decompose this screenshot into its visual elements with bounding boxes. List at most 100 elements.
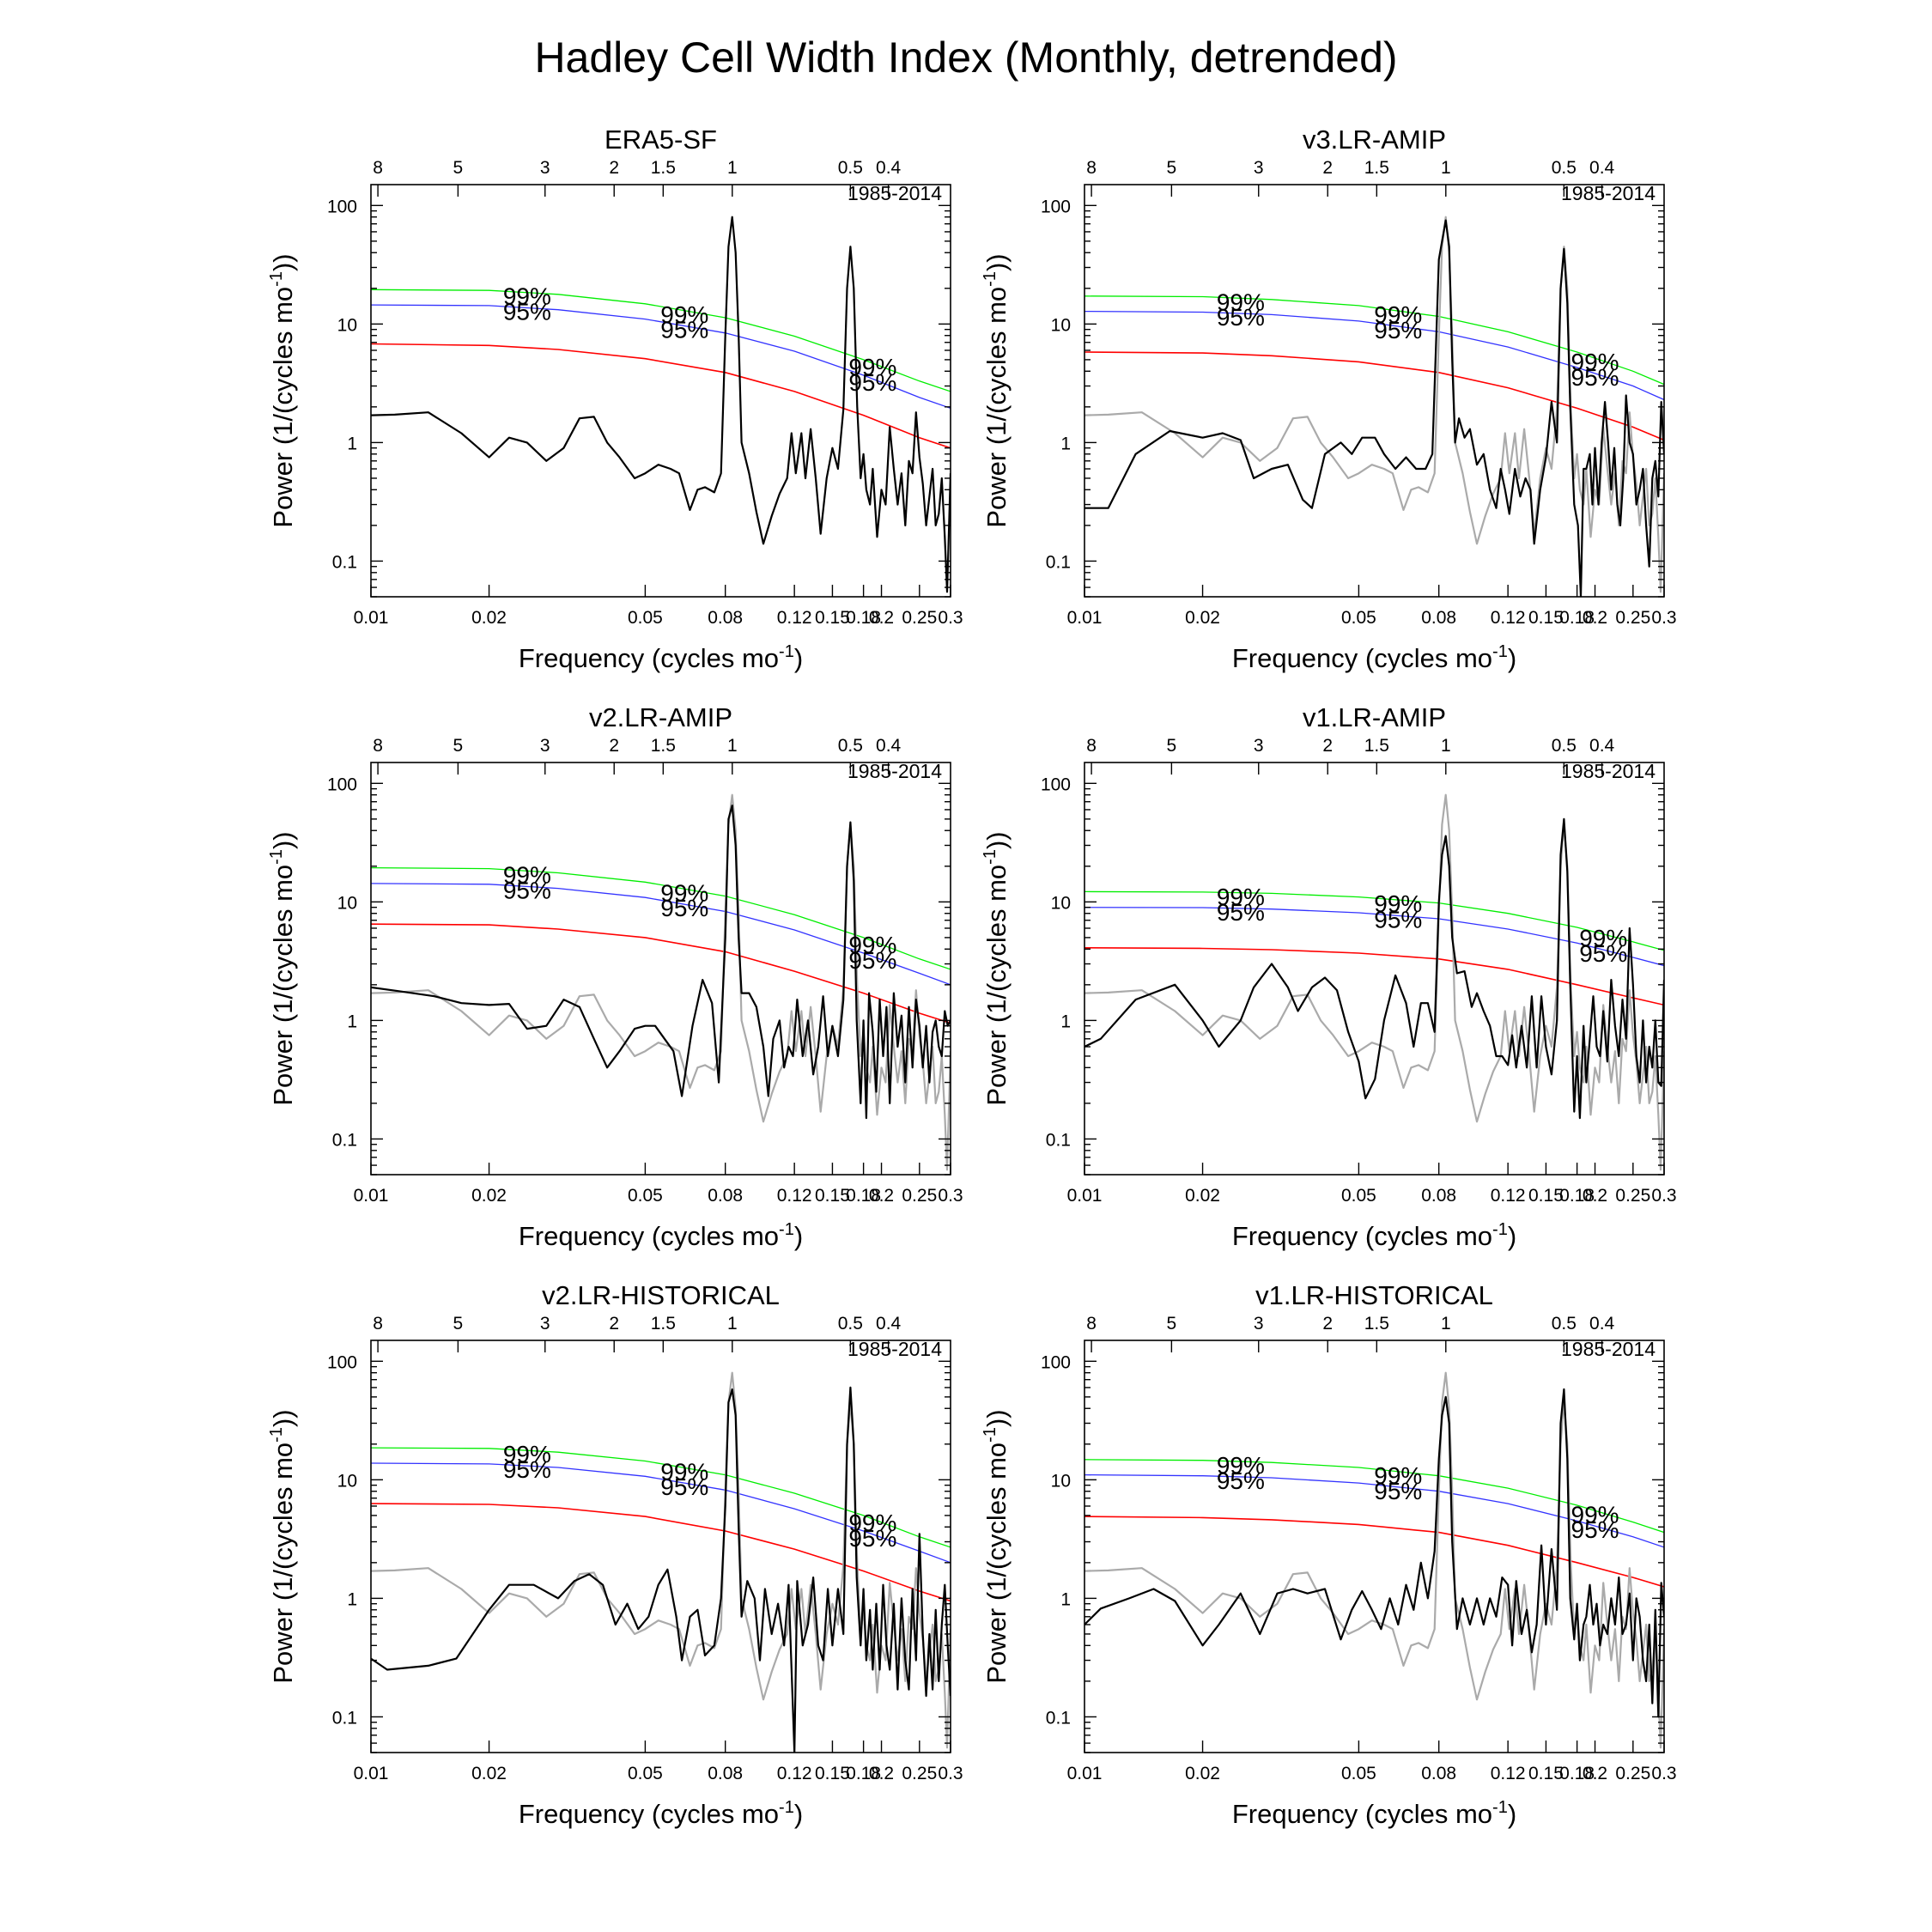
p99-label: 99% [660, 301, 708, 328]
top-tick-label: 0.4 [1589, 1314, 1615, 1334]
panel-title: ERA5-SF [605, 125, 717, 155]
top-tick-label: 0.5 [838, 1314, 863, 1334]
data-layer [371, 793, 951, 1171]
period-label: 1985-2014 [1561, 182, 1656, 204]
y-tick-label: 1 [1060, 1589, 1071, 1609]
x-tick-label: 0.3 [938, 608, 963, 628]
top-tick-label: 5 [1167, 736, 1177, 756]
x-tick-label: 0.25 [902, 608, 937, 628]
p99-label: 99% [503, 283, 551, 310]
period-label: 1985-2014 [848, 760, 942, 782]
x-tick-label: 0.08 [708, 1764, 743, 1783]
y-axis-label: Power (1/(cycles mo-1)) [981, 253, 1012, 527]
x-tick-label: 0.02 [1185, 1764, 1220, 1783]
panel-title: v3.LR-AMIP [1303, 125, 1446, 155]
top-tick-label: 8 [1086, 736, 1097, 756]
top-tick-label: 0.4 [1589, 158, 1615, 178]
y-tick-label: 1 [1060, 434, 1071, 453]
x-tick-label: 0.2 [1583, 1186, 1607, 1206]
p95-label: 95% [503, 877, 551, 903]
y-axis-label: Power (1/(cycles mo-1)) [267, 1409, 298, 1683]
spectrum-line [1084, 817, 1664, 1120]
x-tick-label: 0.02 [1185, 1186, 1220, 1206]
x-tick-label: 0.02 [471, 1764, 507, 1783]
x-tick-label: 0.3 [938, 1764, 963, 1783]
x-tick-label: 0.05 [628, 1764, 663, 1783]
p99-label: 99% [660, 1458, 708, 1485]
y-tick-label: 1 [347, 434, 357, 453]
top-tick-label: 2 [1322, 1314, 1333, 1334]
top-tick-label: 2 [609, 1314, 619, 1334]
top-tick-label: 5 [453, 736, 464, 756]
x-tick-label: 0.3 [1651, 1764, 1676, 1783]
p95-label: 95% [1217, 1467, 1265, 1494]
top-tick-label: 1 [1441, 158, 1451, 178]
y-tick-label: 100 [327, 775, 357, 794]
p95-label: 95% [503, 299, 551, 325]
x-tick-label: 0.2 [869, 608, 894, 628]
chart-panel: 99% 95% 99% 95% 99% 95% 0.1 1 10 100 0.01 0.02 0.05 0… [947, 1272, 1690, 1868]
y-tick-label: 1 [347, 1012, 357, 1031]
x-tick-label: 0.05 [1341, 1186, 1376, 1206]
top-tick-label: 2 [609, 736, 619, 756]
top-tick-label: 5 [1167, 158, 1177, 178]
top-tick-label: 8 [373, 158, 383, 178]
red-noise-curve [1084, 947, 1664, 1006]
top-tick-label: 8 [373, 736, 383, 756]
x-tick-label: 0.05 [1341, 1764, 1376, 1783]
p95-label: 95% [1217, 304, 1265, 331]
top-tick-label: 2 [1322, 158, 1333, 178]
p99-label: 99% [503, 861, 551, 888]
plot-frame [1084, 762, 1665, 1176]
red-noise-curve [371, 343, 951, 449]
reference-spectrum-line [371, 793, 951, 1171]
top-tick-label: 0.4 [876, 736, 902, 756]
x-tick-label: 0.15 [815, 1764, 850, 1783]
y-axis-label: Power (1/(cycles mo-1)) [981, 1409, 1012, 1683]
x-tick-label: 0.18 [1559, 608, 1595, 628]
x-tick-label: 0.2 [1583, 608, 1607, 628]
x-tick-label: 0.08 [1421, 1186, 1456, 1206]
data-layer [371, 216, 951, 593]
x-tick-label: 0.01 [354, 1764, 389, 1783]
y-tick-label: 10 [1051, 315, 1071, 335]
top-tick-label: 0.5 [1552, 158, 1577, 178]
x-tick-label: 0.25 [1615, 608, 1650, 628]
top-tick-label: 3 [540, 736, 550, 756]
p99-label: 99% [503, 1441, 551, 1467]
x-tick-label: 0.01 [354, 608, 389, 628]
p95-label: 95% [1374, 906, 1422, 933]
data-layer [371, 1371, 951, 1753]
x-tick-label: 0.18 [846, 1764, 881, 1783]
y-tick-label: 10 [1051, 1471, 1071, 1491]
x-tick-label: 0.15 [815, 608, 850, 628]
top-tick-label: 1.5 [651, 736, 676, 756]
p99-label: 99% [1571, 349, 1619, 375]
top-tick-label: 8 [1086, 158, 1097, 178]
y-tick-label: 0.1 [332, 1708, 357, 1728]
y-tick-label: 0.1 [1046, 1130, 1071, 1150]
y-tick-label: 100 [1041, 775, 1071, 794]
x-tick-label: 0.02 [471, 608, 507, 628]
x-tick-label: 0.18 [1559, 1764, 1595, 1783]
p99-label: 99% [848, 1510, 896, 1536]
red-noise-curve [1084, 351, 1664, 441]
x-tick-label: 0.02 [471, 1186, 507, 1206]
top-tick-label: 1 [1441, 1314, 1451, 1334]
top-tick-label: 0.4 [876, 158, 902, 178]
p99-label: 99% [848, 932, 896, 958]
p95-label: 95% [848, 1525, 896, 1552]
y-tick-label: 100 [327, 197, 357, 216]
x-tick-label: 0.08 [708, 1186, 743, 1206]
chart-panel: 99% 95% 99% 95% 99% 95% 0.1 1 10 100 0.01 0.02 0.05 0… [234, 116, 976, 713]
period-label: 1985-2014 [1561, 1338, 1656, 1360]
x-tick-label: 0.02 [1185, 608, 1220, 628]
p99-label: 99% [1374, 1462, 1422, 1489]
